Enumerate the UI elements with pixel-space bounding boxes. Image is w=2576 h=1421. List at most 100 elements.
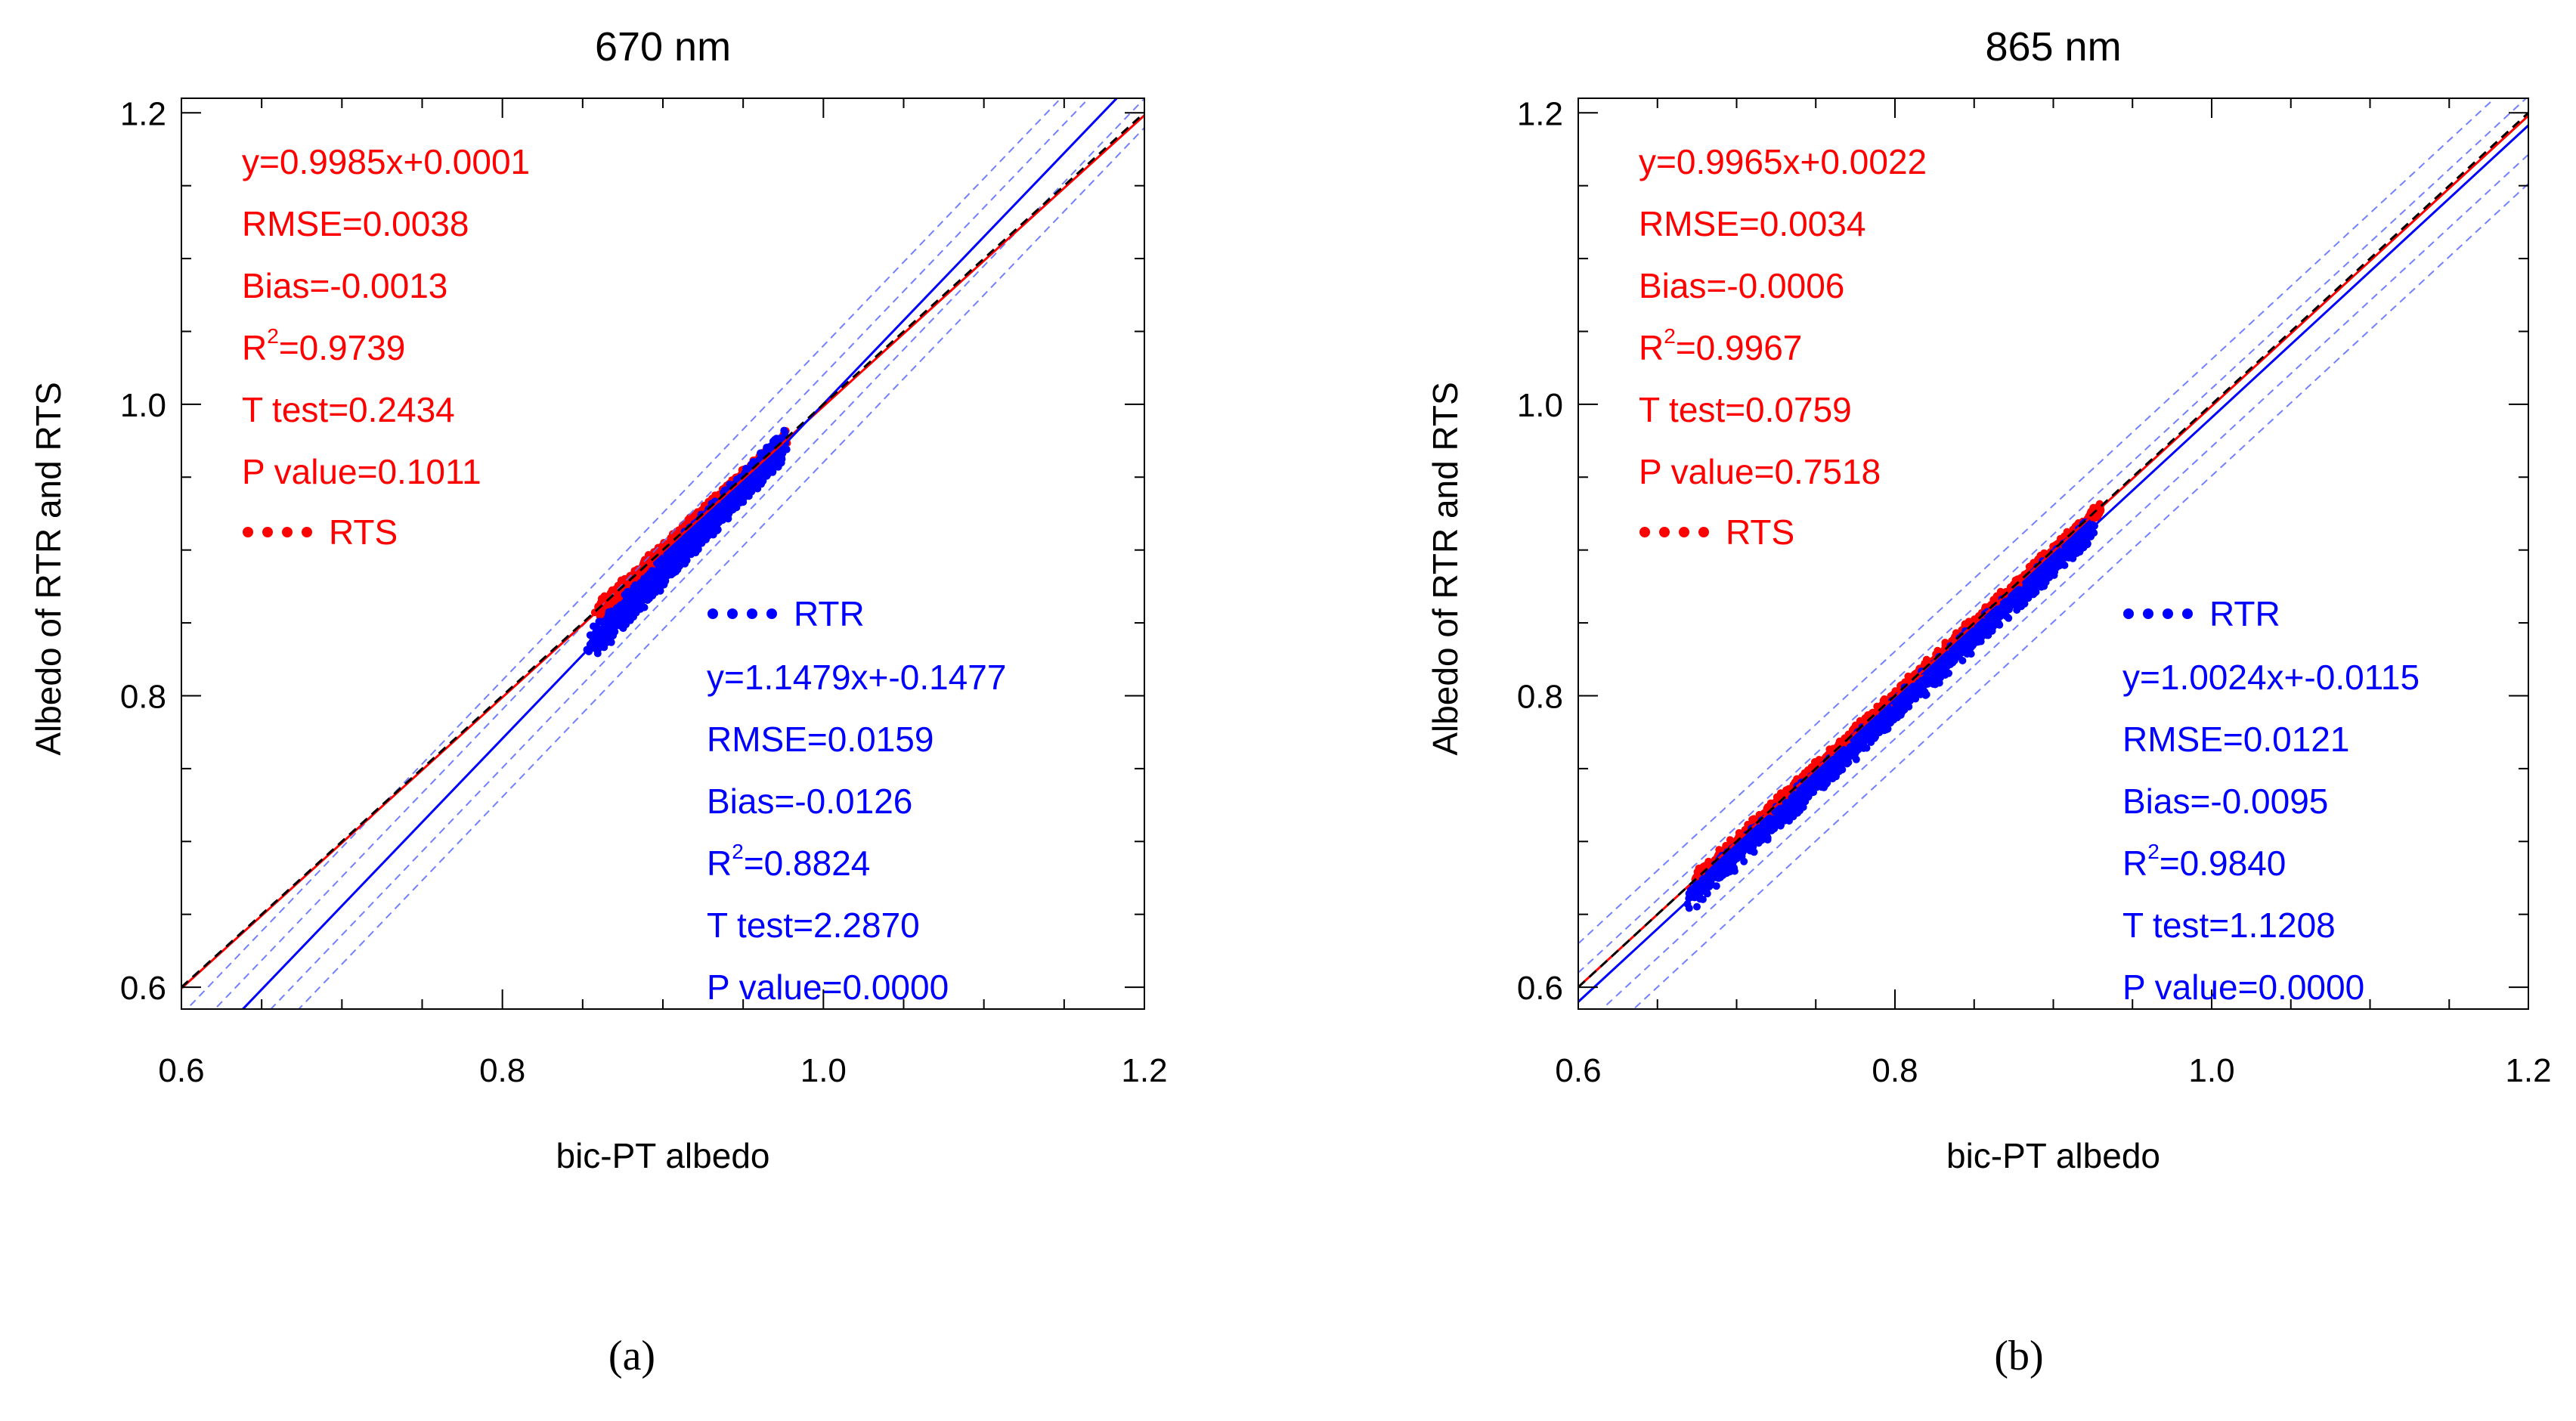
data-point <box>654 560 662 568</box>
data-point <box>632 608 640 617</box>
legend-marker <box>262 527 273 537</box>
stat-r2-line: R2=0.8824 <box>707 840 870 883</box>
r2-r: R <box>707 844 732 883</box>
legend-label: RTR <box>794 594 865 633</box>
data-point <box>630 590 639 597</box>
data-point <box>596 643 604 652</box>
legend-marker <box>282 527 293 537</box>
data-point <box>647 571 655 580</box>
data-point <box>599 637 608 645</box>
data-point <box>1958 657 1967 664</box>
data-point <box>608 588 617 596</box>
data-point <box>590 622 597 630</box>
data-point <box>667 548 676 556</box>
data-point <box>724 514 732 522</box>
data-point <box>769 467 777 475</box>
panel-caption-a: (a) <box>608 1333 656 1379</box>
chart-a-svg: 670 nm 0.6 0.8 1.0 1.2 0.6 0.8 1.0 1.2 bic-PT alb… <box>29 24 1168 1175</box>
data-point <box>774 435 782 443</box>
data-point <box>687 529 695 537</box>
stat-line: RMSE=0.0038 <box>242 204 469 243</box>
data-point <box>1722 841 1730 850</box>
legend-rts: RTS <box>243 512 398 552</box>
stat-line: Bias=-0.0126 <box>707 782 912 821</box>
data-point <box>627 602 635 611</box>
stat-line: y=0.9985x+0.0001 <box>242 142 530 181</box>
data-point <box>1693 902 1701 911</box>
x-tick-label: 1.0 <box>800 1052 847 1089</box>
data-point <box>701 534 710 543</box>
data-point <box>640 580 649 589</box>
stat-line: P value=0.1011 <box>242 452 481 491</box>
data-point <box>604 627 612 635</box>
data-point <box>754 485 762 493</box>
legend-label: RTS <box>329 512 398 552</box>
data-point <box>655 583 663 591</box>
r2-value: =0.9739 <box>279 328 406 367</box>
r2-value: =0.8824 <box>744 844 871 883</box>
y-tick-label: 0.8 <box>120 678 166 715</box>
y-axis-label: Albedo of RTR and RTS <box>29 382 68 755</box>
data-point <box>605 610 613 618</box>
data-point <box>683 556 691 565</box>
rtr-bound-line <box>185 98 1062 1009</box>
data-point <box>764 446 772 454</box>
r2-superscript: 2 <box>267 324 279 348</box>
chart-panel-a: 670 nm 0.6 0.8 1.0 1.2 0.6 0.8 1.0 1.2 bic-PT alb… <box>29 24 1168 1379</box>
series-points-rtr <box>1683 518 2098 912</box>
fit-line-rtr <box>241 98 1119 1009</box>
fit-line-rts <box>181 114 1144 989</box>
data-point <box>687 550 695 559</box>
stat-line: RMSE=0.0159 <box>707 720 933 759</box>
legend-marker <box>727 608 738 619</box>
data-point <box>773 455 782 463</box>
stat-line: T test=0.2434 <box>242 390 455 429</box>
legend-marker <box>747 608 757 619</box>
x-tick-label: 0.6 <box>158 1052 204 1089</box>
x-tick-label: 1.2 <box>1121 1052 1167 1089</box>
data-point <box>781 428 789 436</box>
chart-panel-b: 865 nm 0.6 0.8 1.0 1.2 0.6 0.8 1.0 1.2 bic-PT alb… <box>1288 0 2576 1421</box>
data-point <box>593 637 602 645</box>
y-tick-label: 0.6 <box>120 970 166 1007</box>
r2-superscript: 2 <box>732 840 744 863</box>
stats-rtr: RTR y=1.1479x+-0.1477 RMSE=0.0159 Bias=-0.0… <box>707 594 1006 1007</box>
data-point <box>2050 571 2058 579</box>
data-point <box>736 499 745 506</box>
rtr-bound-line <box>297 127 1144 1009</box>
data-point <box>613 608 621 617</box>
x-axis-label: bic-PT albedo <box>556 1136 770 1175</box>
stat-line: Bias=-0.0013 <box>242 266 447 305</box>
stats-rts: y=0.9985x+0.0001 RMSE=0.0038 Bias=-0.0013 R… <box>242 142 530 552</box>
legend-marker <box>707 608 718 619</box>
data-point <box>645 594 653 602</box>
legend-marker <box>766 608 777 619</box>
reference-line <box>181 112 1144 989</box>
legend-marker <box>302 527 312 537</box>
x-tick-label: 0.8 <box>479 1052 525 1089</box>
stat-r2-line: R2=0.9739 <box>242 324 405 367</box>
data-point <box>714 525 722 534</box>
chart-title: 670 nm <box>595 24 731 70</box>
data-point <box>619 624 627 632</box>
legend-marker <box>243 527 253 537</box>
data-point <box>1685 904 1693 912</box>
data-point <box>586 631 594 639</box>
plot-area <box>181 98 1144 1009</box>
data-point <box>757 449 764 457</box>
rtr-bound-line <box>213 98 1090 1009</box>
y-tick-label: 1.2 <box>120 95 166 132</box>
stat-line: T test=2.2870 <box>707 906 920 945</box>
data-point <box>1693 868 1701 876</box>
r2-r: R <box>242 328 267 367</box>
data-point <box>600 592 608 600</box>
rtr-bound-line <box>269 98 1144 1009</box>
data-point <box>705 529 714 537</box>
plot-area <box>1578 98 2528 1009</box>
stat-line: y=1.1479x+-0.1477 <box>707 658 1006 697</box>
data-point <box>667 571 675 579</box>
y-tick-label: 1.0 <box>120 387 166 424</box>
data-point <box>1763 836 1772 844</box>
tick-marks <box>181 98 1145 1009</box>
